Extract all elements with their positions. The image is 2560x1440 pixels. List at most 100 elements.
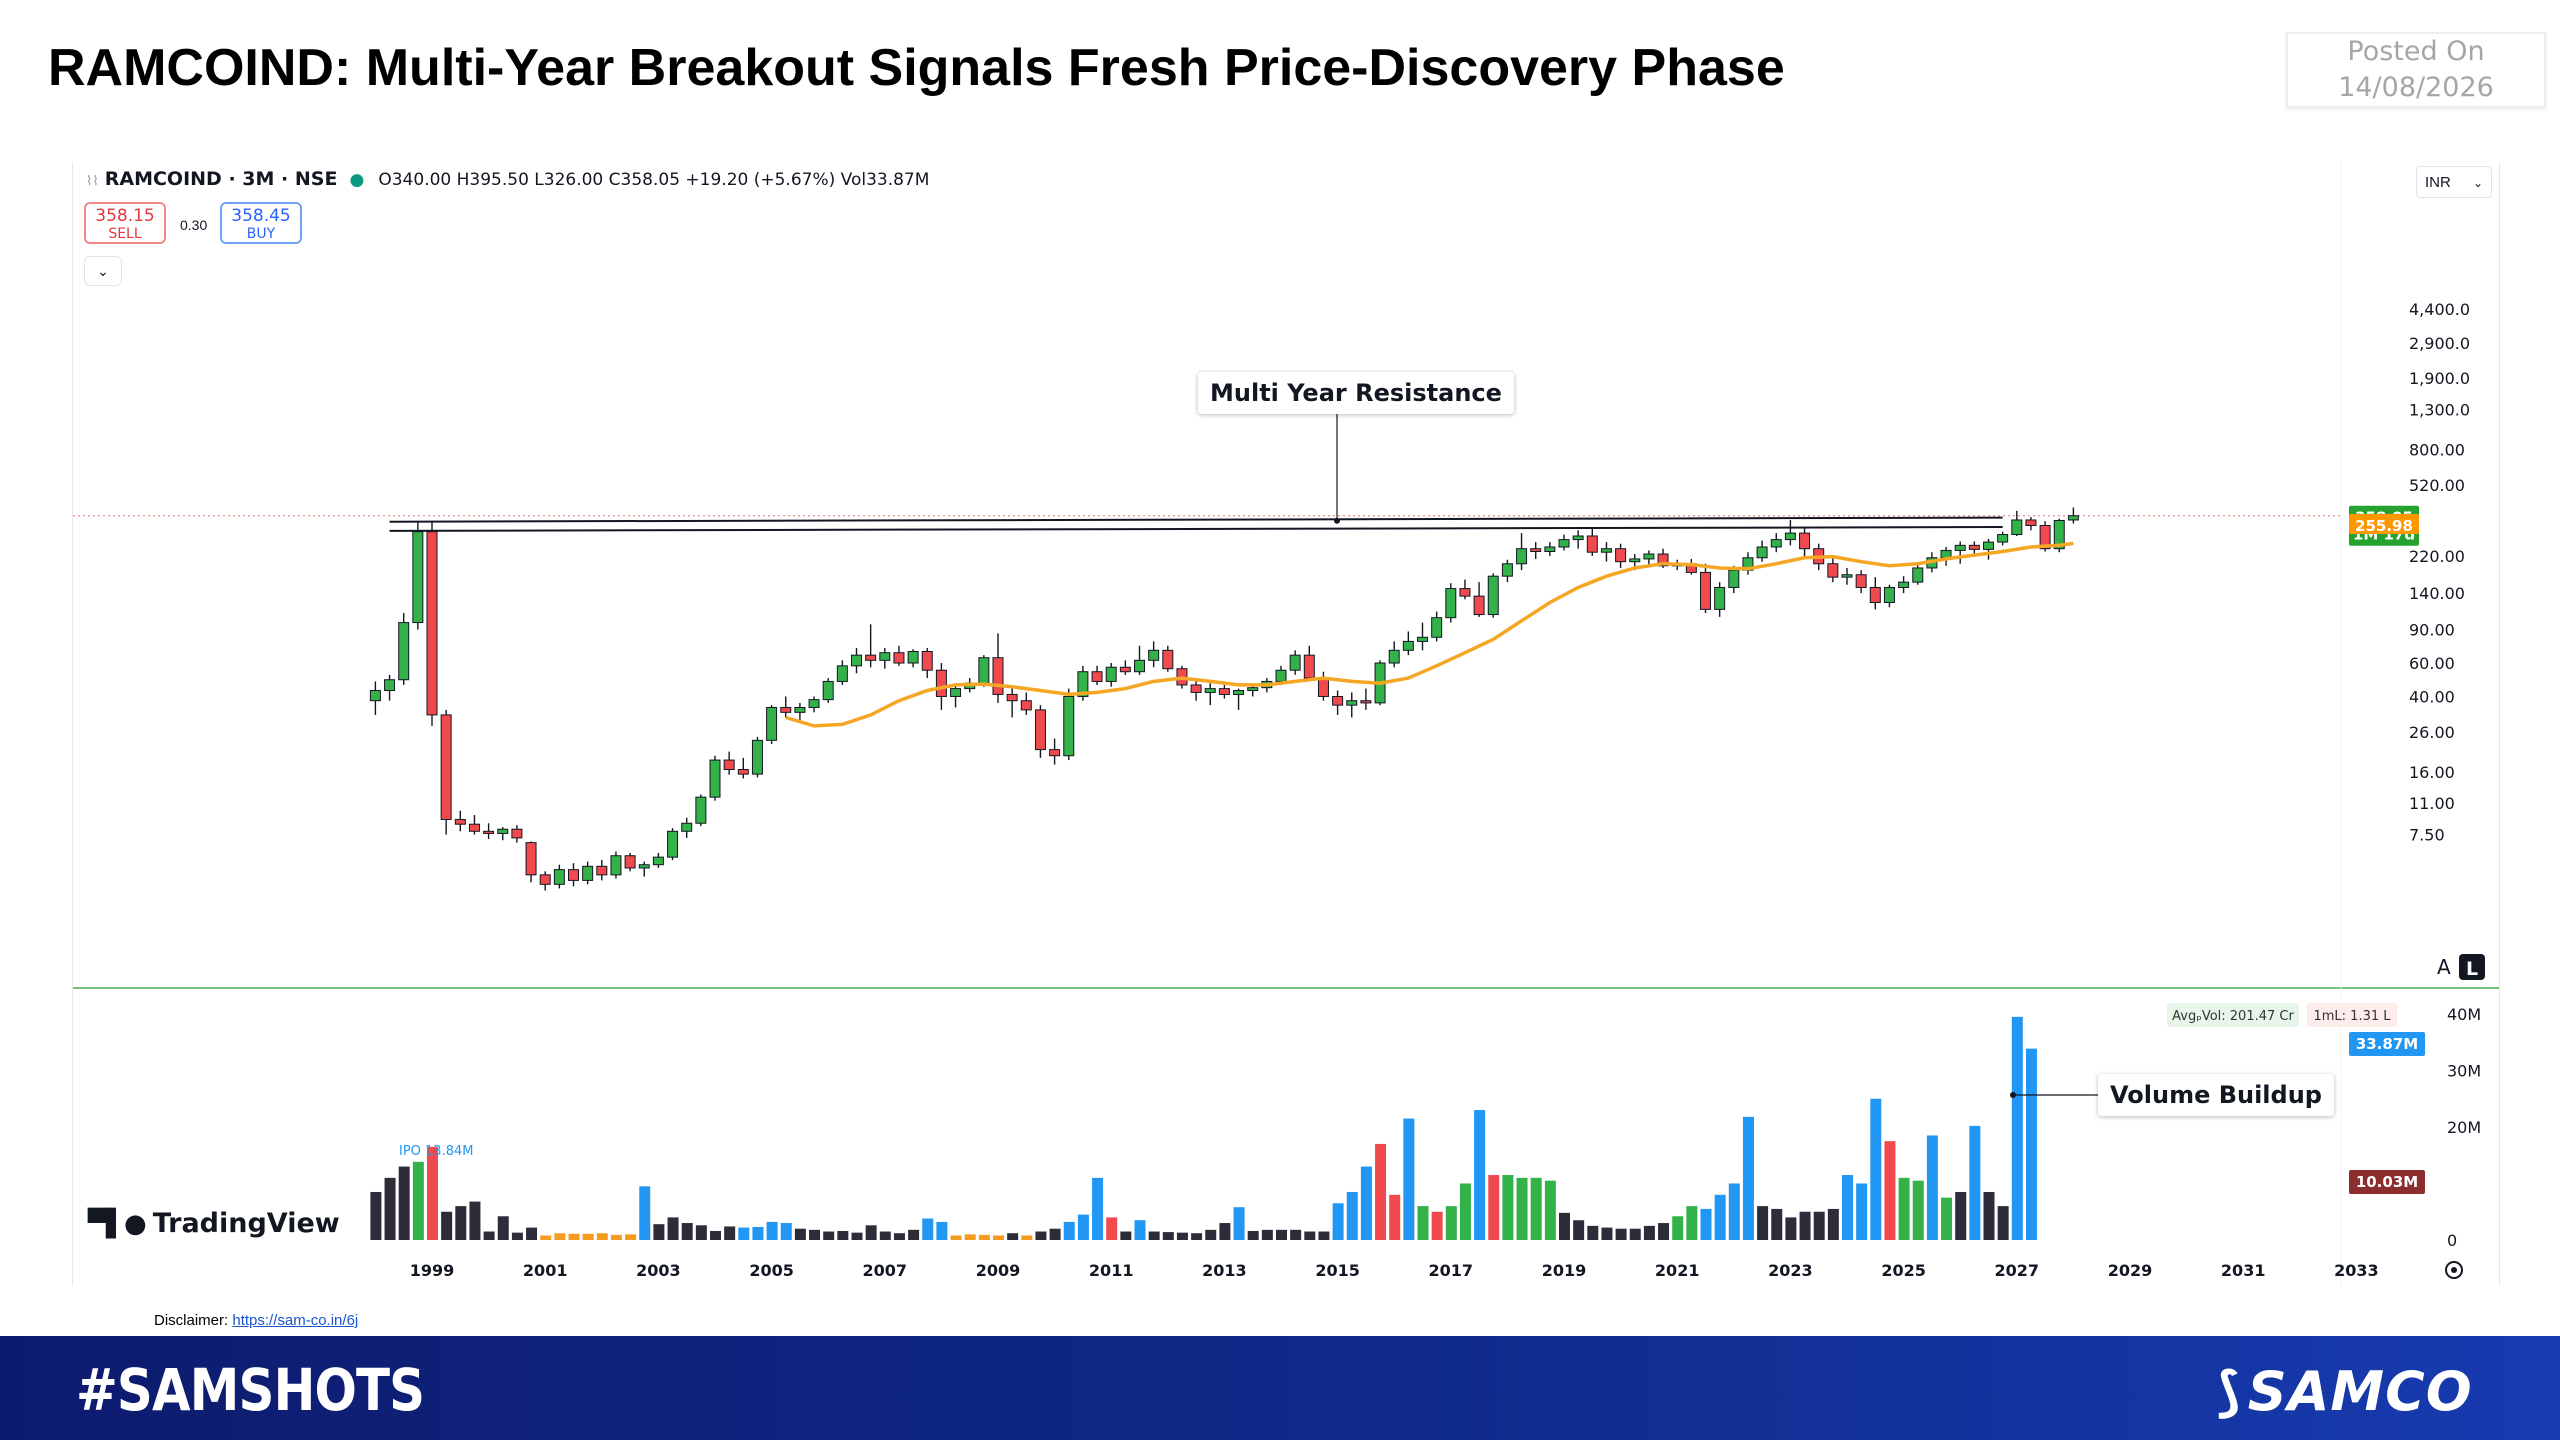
samco-logo[interactable]: ⟆ SAMCO: [2216, 1360, 2473, 1423]
chart-type-icon: ⌇⌇: [86, 174, 99, 189]
candle-body: [2039, 524, 2051, 550]
volume-bar: [1615, 1228, 1627, 1240]
volume-bar: [1035, 1231, 1047, 1240]
tradingview-logo[interactable]: ▀▌● TradingView: [88, 1208, 340, 1239]
price-chart[interactable]: 4,400.0 2,900.0 1,900.0 1,300.0 800.00 520.00…: [73, 162, 2499, 1286]
settings-gear-icon: [2445, 1261, 2463, 1279]
candle-body: [1317, 677, 1329, 697]
price-axis-tick: 40.00: [2409, 687, 2455, 706]
candle-body: [1912, 567, 1924, 583]
candle-body: [1034, 709, 1046, 751]
candle-body: [1827, 563, 1839, 578]
candle-body: [1006, 693, 1018, 702]
volume-bar: [511, 1232, 523, 1240]
price-axis-tick: 16.00: [2409, 763, 2455, 782]
footer-banner: [0, 1336, 2560, 1440]
time-axis-tick: 2027: [1995, 1261, 2040, 1280]
volume-bar: [582, 1233, 594, 1240]
time-axis-tick: 2029: [2108, 1261, 2153, 1280]
volume-bar: [667, 1217, 679, 1240]
candle-body: [511, 828, 523, 839]
candle-body: [1586, 535, 1598, 553]
volume-bar: [1021, 1235, 1033, 1240]
sell-button[interactable]: 358.15 SELL: [84, 202, 166, 244]
volume-bar: [1573, 1220, 1585, 1240]
candle-body: [1997, 534, 2009, 543]
candle-body: [398, 622, 410, 681]
buy-button[interactable]: 358.45 BUY: [220, 202, 302, 244]
volume-bar: [625, 1234, 637, 1240]
disclaimer: Disclaimer: https://sam-co.in/6j: [154, 1312, 358, 1329]
candle-body: [1784, 532, 1796, 541]
volume-bar: [1643, 1225, 1655, 1240]
chart-panel[interactable]: 4,400.0 2,900.0 1,900.0 1,300.0 800.00 520.00…: [72, 162, 2500, 1286]
candle-body: [1615, 548, 1627, 563]
volume-bar: [766, 1221, 778, 1240]
time-axis-tick: 1999: [410, 1261, 455, 1280]
collapse-legend-button[interactable]: ⌄: [84, 256, 122, 286]
candle-body: [751, 739, 763, 775]
volume-bar: [1488, 1175, 1500, 1240]
volume-bar: [1658, 1223, 1670, 1240]
candle-body: [525, 842, 537, 876]
candle-body: [1714, 586, 1726, 610]
volume-bar: [1360, 1166, 1372, 1240]
volume-bar: [1191, 1233, 1203, 1240]
volume-axis-tick: 20M: [2447, 1118, 2481, 1137]
candle-body: [1204, 688, 1216, 693]
candle-body: [1049, 749, 1061, 757]
volume-bar: [809, 1229, 821, 1240]
volume-anchor-dot: [2010, 1092, 2016, 1098]
candle-body: [935, 669, 947, 697]
ma-value-badge: 255.98: [2349, 514, 2419, 535]
candle-body: [808, 699, 820, 708]
volume-bar: [1007, 1233, 1019, 1240]
log-scale-button[interactable]: L: [2466, 958, 2478, 980]
volume-bar: [893, 1233, 905, 1240]
time-axis-tick: 2031: [2221, 1261, 2266, 1280]
candle-body: [2025, 519, 2037, 526]
volume-bar: [993, 1235, 1004, 1240]
candle-body: [1855, 574, 1867, 588]
time-axis-tick: 2013: [1202, 1261, 1247, 1280]
candle-body: [1020, 700, 1032, 711]
volume-bar: [1955, 1191, 1967, 1240]
volume-bar: [752, 1227, 764, 1240]
ohlc-values: O340.00 H395.50 L326.00 C358.05 +19.20 (…: [378, 170, 930, 190]
samshots-hashtag: #SAMSHOTS: [76, 1356, 425, 1424]
posted-on-date: 14/08/2026: [2338, 72, 2494, 103]
volume-bar: [1162, 1232, 1174, 1240]
volume-bar: [1842, 1175, 1853, 1240]
symbol-label[interactable]: RAMCOIND · 3M · NSE: [104, 168, 338, 190]
candle-body: [1544, 546, 1556, 552]
candle-body: [2067, 515, 2079, 521]
candle-body: [1402, 640, 1414, 651]
candle-body: [822, 680, 834, 701]
currency-select[interactable]: INR ⌄: [2416, 166, 2492, 198]
price-axis-tick: 140.00: [2409, 584, 2465, 603]
volume-bar: [1771, 1208, 1783, 1240]
volume-bar: [1530, 1177, 1542, 1240]
volume-bar: [1474, 1110, 1486, 1240]
candle-body: [1332, 695, 1344, 706]
volume-bar: [1870, 1098, 1882, 1240]
candle-body: [1134, 659, 1145, 673]
candle-body: [412, 531, 424, 624]
candle-body: [1728, 569, 1740, 588]
volume-bar: [1176, 1232, 1188, 1240]
time-axis-tick: 2025: [1881, 1261, 1926, 1280]
volume-bar: [1544, 1180, 1556, 1240]
volume-bar: [639, 1186, 651, 1240]
auto-scale-button[interactable]: A: [2437, 955, 2451, 979]
tradingview-mark-icon: ▀▌●: [88, 1209, 147, 1239]
volume-bar: [1700, 1208, 1712, 1240]
volume-bar: [1884, 1141, 1896, 1240]
candle-body: [426, 531, 438, 716]
disclaimer-link[interactable]: https://sam-co.in/6j: [232, 1312, 359, 1329]
avg-volume-text: AvgₚVol: 201.47 Cr: [2172, 1009, 2294, 1024]
candle-body: [1700, 571, 1711, 610]
time-axis-tick: 2001: [523, 1261, 568, 1280]
volume-bar: [554, 1233, 566, 1240]
volume-bar: [1403, 1118, 1415, 1240]
volume-bar: [540, 1235, 552, 1240]
